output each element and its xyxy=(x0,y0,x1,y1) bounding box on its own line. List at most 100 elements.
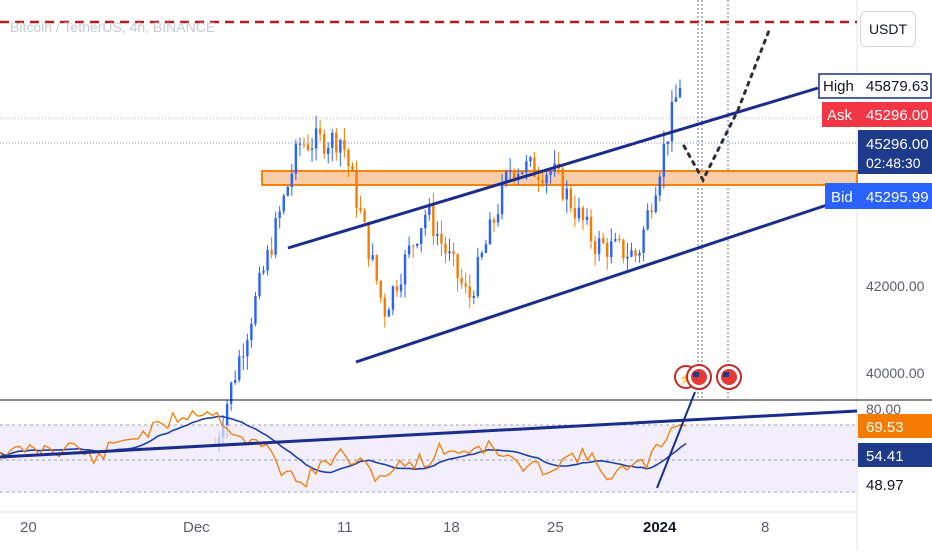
candle-body xyxy=(581,207,585,221)
candle-body xyxy=(525,161,528,173)
currency-button[interactable]: USDT xyxy=(860,11,916,47)
candle-body xyxy=(302,143,306,145)
rsi-ma-value: 54.41 xyxy=(866,448,904,465)
candle-body xyxy=(601,238,605,243)
candle-body xyxy=(428,205,431,215)
candle-body xyxy=(322,134,326,154)
candle-body xyxy=(573,208,577,219)
rsi-trendline[interactable] xyxy=(0,409,858,459)
candle-body xyxy=(537,176,540,181)
candle-body xyxy=(391,286,395,310)
high-label-name: High xyxy=(823,78,854,95)
candle-body xyxy=(622,239,625,259)
candle-body xyxy=(383,297,387,317)
candle-body xyxy=(298,143,302,145)
ask-label-box xyxy=(822,102,932,127)
candle-body xyxy=(399,284,403,292)
ask-label-value: 45296.00 xyxy=(866,107,929,124)
candle-body xyxy=(411,245,415,247)
candle-body xyxy=(650,210,653,213)
candle-body xyxy=(282,195,285,212)
candle-body xyxy=(387,309,391,317)
candle-body xyxy=(569,188,573,209)
rsi-value-box xyxy=(858,414,932,438)
candle-body xyxy=(460,278,463,284)
candle-body xyxy=(630,250,633,257)
price-tick-42000: 42000.00 xyxy=(866,278,925,294)
candle-body xyxy=(331,132,334,148)
us-flag-canton xyxy=(693,372,699,377)
candle-body xyxy=(424,214,427,229)
candle-body xyxy=(359,207,362,211)
candle-body xyxy=(678,87,682,98)
economic-event-icons[interactable]: ⚡ xyxy=(674,364,742,390)
candle-body xyxy=(440,233,443,244)
candle-body xyxy=(634,250,637,256)
candle-body xyxy=(666,141,670,144)
ask-label-name: Ask xyxy=(827,107,853,124)
candle-body xyxy=(254,295,257,324)
candle-body xyxy=(314,128,318,149)
candle-body xyxy=(367,222,370,260)
rsi-line xyxy=(0,409,687,488)
candle-body xyxy=(674,97,678,102)
candle-body xyxy=(335,132,338,153)
candle-body xyxy=(638,252,641,256)
candle-body xyxy=(242,356,245,358)
candle-body xyxy=(371,255,374,260)
candle-body xyxy=(306,144,310,150)
candle-body xyxy=(436,233,439,236)
candle-body xyxy=(343,139,346,150)
rsi-tick-80: 80.00 xyxy=(866,401,901,417)
candle-body xyxy=(310,148,314,150)
channel-upper-trendline[interactable] xyxy=(287,86,819,250)
time-label-11: 11 xyxy=(337,519,353,536)
candle-body xyxy=(488,219,492,245)
rsi-band-background xyxy=(0,425,857,492)
candle-body xyxy=(238,356,241,381)
resistance-zone[interactable] xyxy=(261,170,858,186)
bid-label-name: Bid xyxy=(831,189,853,206)
channel-lower-trendline[interactable] xyxy=(355,200,837,364)
candle-body xyxy=(246,340,249,357)
candle-body xyxy=(654,195,657,213)
candle-body xyxy=(468,286,471,298)
candle-body xyxy=(565,188,568,200)
candle-body xyxy=(500,182,504,215)
candle-body xyxy=(278,211,281,219)
candle-body xyxy=(610,241,613,258)
price-tick-40000: 40000.00 xyxy=(866,365,925,381)
bid-label-value: 45295.99 xyxy=(866,189,929,206)
candle-body xyxy=(286,186,289,196)
bar-countdown: 02:48:30 xyxy=(866,155,921,171)
candle-body xyxy=(626,256,629,259)
rsi-breakout-line[interactable] xyxy=(656,391,696,489)
rsi-ma-value-box xyxy=(858,443,932,467)
time-label-20: 20 xyxy=(20,519,37,536)
candle-body xyxy=(508,170,512,172)
candle-body xyxy=(529,157,532,162)
candle-body xyxy=(618,239,621,241)
us-flag-canton xyxy=(723,372,729,377)
candle-body xyxy=(642,229,645,253)
candle-body xyxy=(274,218,277,255)
candle-body xyxy=(432,205,435,236)
candle-body xyxy=(521,172,524,174)
candle-body xyxy=(589,216,593,242)
candle-body xyxy=(658,176,661,196)
candle-body xyxy=(448,251,451,254)
last-price-value: 45296.00 xyxy=(866,136,929,153)
candle-body xyxy=(229,382,233,404)
candle-body xyxy=(444,243,447,254)
last-price-label-box xyxy=(858,130,932,174)
candle-body xyxy=(513,170,516,178)
candle-body xyxy=(407,245,411,255)
candle-body xyxy=(533,157,536,177)
candle-body xyxy=(318,128,322,135)
candle-body xyxy=(597,238,601,254)
candle-body xyxy=(476,256,480,296)
projection-path xyxy=(682,26,772,184)
candle-body xyxy=(614,239,617,242)
